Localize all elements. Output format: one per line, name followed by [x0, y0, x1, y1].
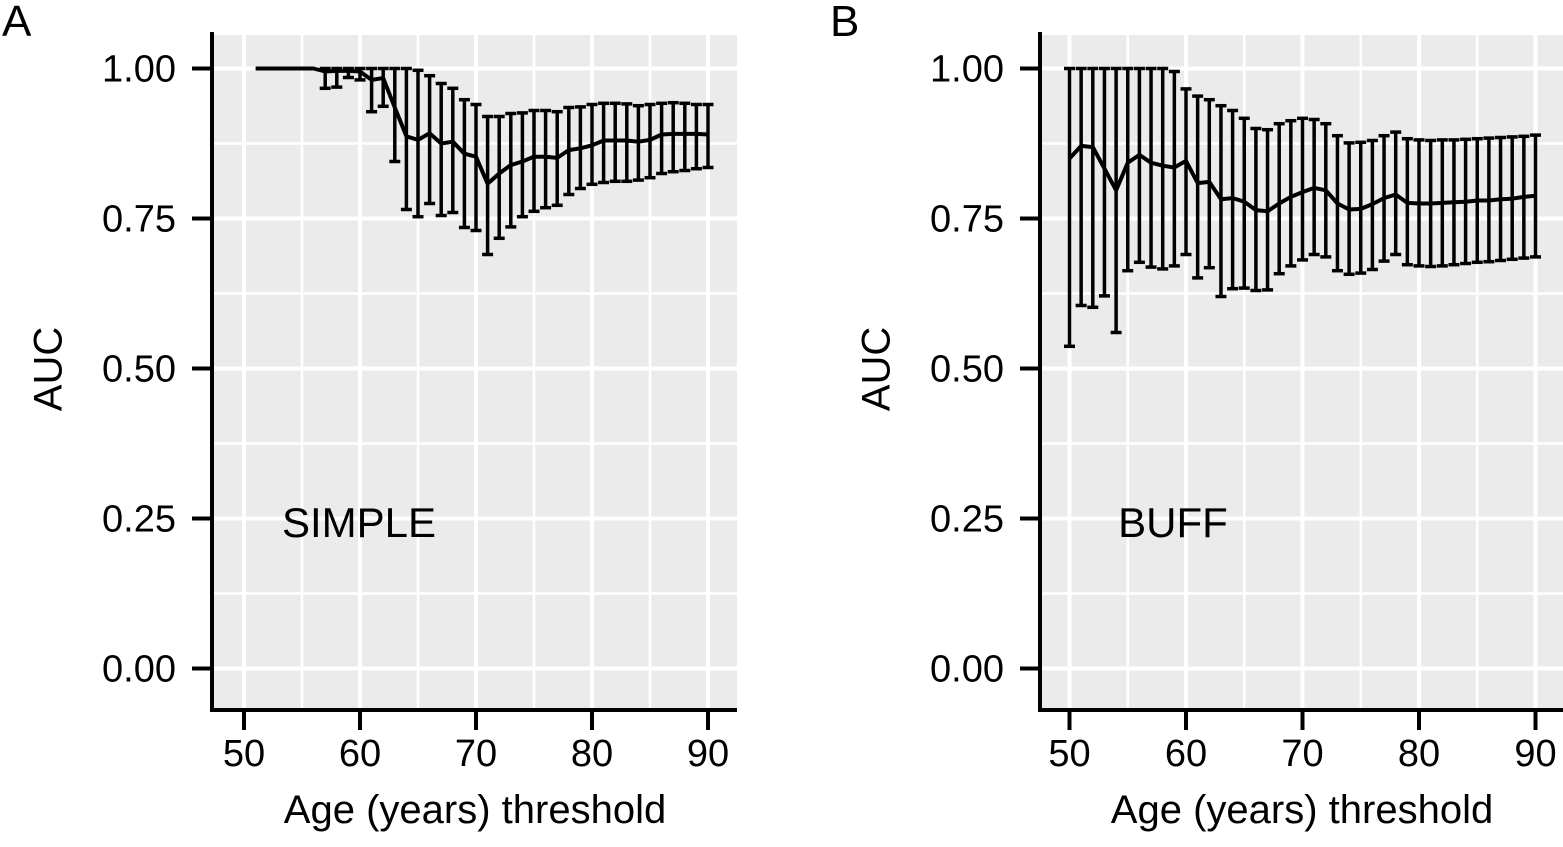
x-tick-label: 70 — [455, 733, 497, 775]
panel-a-plot: 0.00 0.25 0.50 0.75 1.00 50 60 70 80 90 — [102, 32, 737, 775]
panel-b-x-tick-labels: 50 60 70 80 90 — [1048, 733, 1556, 775]
panel-b-auc-line — [1068, 143, 1536, 214]
y-tick-label: 0.00 — [102, 649, 176, 691]
panel-a-error-bars — [319, 66, 714, 257]
y-tick-label: 0.00 — [930, 649, 1004, 691]
x-tick-label: 60 — [1165, 733, 1207, 775]
panel-a-letter: A — [2, 0, 32, 46]
panel-b-ticks — [1020, 66, 1538, 730]
y-tick-label: 0.75 — [102, 199, 176, 241]
x-tick-label: 90 — [1514, 733, 1556, 775]
y-tick-label: 0.50 — [102, 349, 176, 391]
x-tick-label: 50 — [223, 733, 265, 775]
panel-a-ticks — [192, 66, 710, 730]
x-tick-label: 80 — [571, 733, 613, 775]
y-tick-label: 1.00 — [102, 49, 176, 91]
panel-b-letter: B — [830, 0, 860, 46]
y-tick-label: 0.75 — [930, 199, 1004, 241]
x-tick-label: 60 — [339, 733, 381, 775]
panel-a-axes — [210, 32, 737, 712]
panel-b-x-axis-title: Age (years) threshold — [1110, 788, 1494, 832]
x-tick-label: 70 — [1281, 733, 1323, 775]
x-tick-label: 90 — [687, 733, 729, 775]
panel-b-y-axis-title: AUC — [854, 326, 899, 412]
x-tick-label: 50 — [1048, 733, 1090, 775]
panel-a-auc-line — [255, 66, 709, 186]
panel-a-y-axis-title: AUC — [26, 326, 71, 412]
y-tick-label: 0.25 — [930, 499, 1004, 541]
panel-a-y-tick-labels: 0.00 0.25 0.50 0.75 1.00 — [102, 49, 176, 691]
panel-a-x-tick-labels: 50 60 70 80 90 — [223, 733, 729, 775]
panel-a-annotation: SIMPLE — [281, 499, 437, 546]
y-tick-label: 1.00 — [930, 49, 1004, 91]
y-tick-label: 0.25 — [102, 499, 176, 541]
panel-b-plot: 0.00 0.25 0.50 0.75 1.00 50 60 70 80 90 — [930, 32, 1563, 775]
panel-a-x-axis-title: Age (years) threshold — [283, 788, 667, 832]
x-tick-label: 80 — [1398, 733, 1440, 775]
panel-b-annotation: BUFF — [1118, 499, 1228, 546]
panel-b-y-tick-labels: 0.00 0.25 0.50 0.75 1.00 — [930, 49, 1004, 691]
y-tick-label: 0.50 — [930, 349, 1004, 391]
